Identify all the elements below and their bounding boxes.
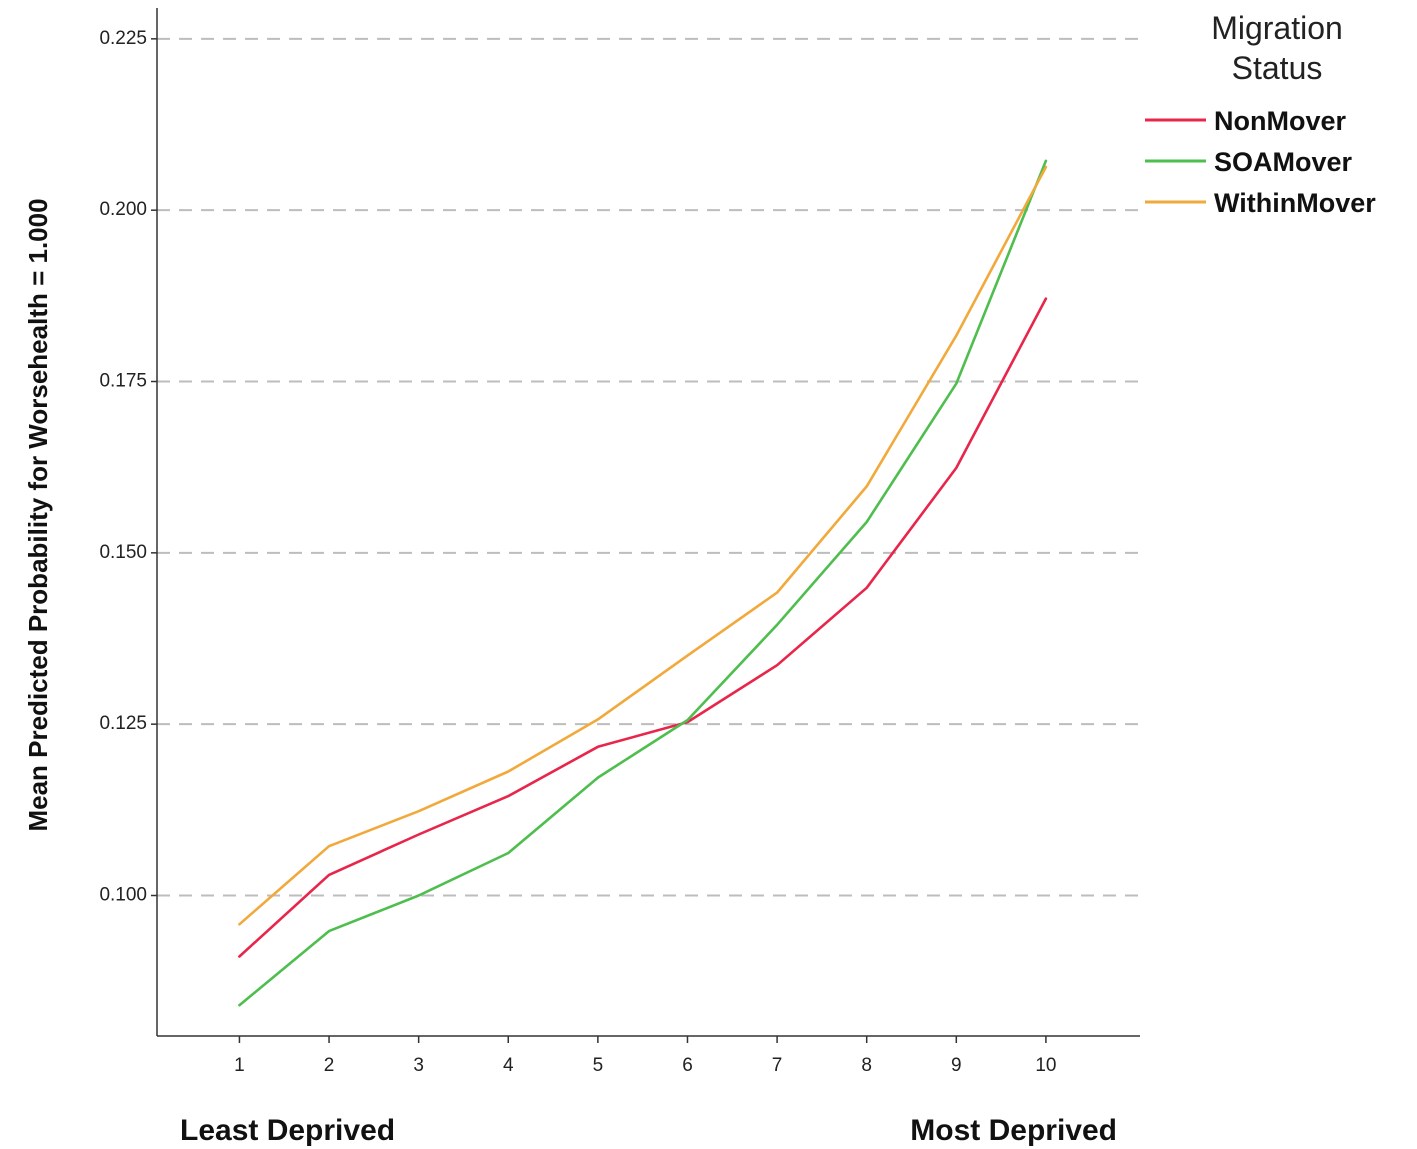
x-tick-label: 10 xyxy=(1035,1055,1056,1076)
series-line-withinmover xyxy=(238,165,1048,926)
x-tick-label: 2 xyxy=(324,1055,335,1076)
legend-title-line-2: Status xyxy=(1232,50,1323,86)
legend: Migration Status NonMover SOAMover WithinM… xyxy=(1145,10,1376,218)
series-lines xyxy=(238,159,1048,1007)
x-tick-label: 8 xyxy=(861,1055,872,1076)
x-tick-label: 1 xyxy=(234,1055,245,1076)
legend-label: SOAMover xyxy=(1214,147,1353,177)
legend-title-line-1: Migration xyxy=(1211,10,1343,46)
y-tick-label: 0.200 xyxy=(99,199,147,220)
y-tick-label: 0.175 xyxy=(99,371,147,392)
legend-label: WithinMover xyxy=(1214,188,1376,218)
y-ticks: 0.100 0.125 0.150 0.175 0.200 0.225 xyxy=(99,28,157,906)
y-tick-label: 0.100 xyxy=(99,885,147,906)
x-tick-label: 6 xyxy=(682,1055,693,1076)
y-axis-title: Mean Predicted Probability for Worseheal… xyxy=(23,198,53,831)
x-ticks: 1 2 3 4 5 6 7 8 9 10 xyxy=(234,1036,1056,1076)
x-end-label-left: Least Deprived xyxy=(180,1114,395,1147)
x-tick-label: 4 xyxy=(503,1055,514,1076)
y-tick-label: 0.225 xyxy=(99,28,147,49)
y-tick-label: 0.150 xyxy=(99,542,147,563)
series-line-nonmover xyxy=(238,297,1048,958)
x-tick-label: 9 xyxy=(951,1055,962,1076)
series-line-soamover xyxy=(238,159,1048,1007)
y-tick-label: 0.125 xyxy=(99,713,147,734)
axes xyxy=(156,8,1140,1037)
legend-items: NonMover SOAMover WithinMover xyxy=(1145,106,1376,218)
x-tick-label: 7 xyxy=(772,1055,783,1076)
gridlines xyxy=(157,37,1140,897)
legend-label: NonMover xyxy=(1214,106,1347,136)
x-tick-label: 5 xyxy=(593,1055,604,1076)
x-tick-label: 3 xyxy=(413,1055,424,1076)
x-end-label-right: Most Deprived xyxy=(910,1114,1117,1147)
